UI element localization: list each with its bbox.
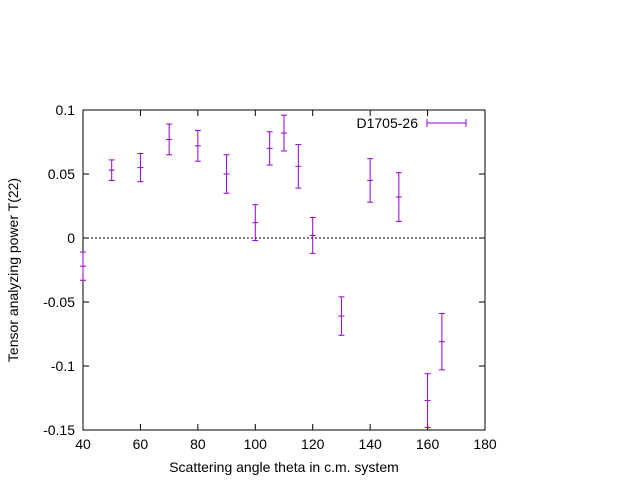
x-tick-label: 60 [133, 436, 149, 452]
data-point [252, 204, 259, 242]
data-point [367, 158, 374, 203]
x-tick-label: 100 [244, 436, 268, 452]
x-tick-label: 180 [473, 436, 497, 452]
y-ticks: -0.15 -0.1 -0.05 0 0.05 0.1 [43, 102, 485, 438]
y-axis-label: Tensor analyzing power T(22) [5, 178, 21, 362]
data-point [281, 114, 287, 152]
x-ticks: 40 60 80 100 120 140 160 180 [75, 110, 497, 452]
data-point [108, 159, 115, 181]
y-tick-label: 0.05 [48, 166, 75, 182]
data-point [166, 123, 173, 156]
y-tick-label: -0.1 [51, 358, 75, 374]
plot-area: 40 60 80 100 120 140 160 180 -0.15 -0.1 -0.05 0 0.0… [43, 102, 497, 452]
plot-frame [82, 109, 486, 431]
x-tick-label: 40 [75, 436, 91, 452]
x-tick-label: 120 [301, 436, 325, 452]
series-d1705-26 [80, 114, 445, 428]
data-point [194, 129, 201, 162]
legend-label: D1705-26 [357, 115, 419, 131]
data-point [295, 144, 302, 189]
legend: D1705-26 [357, 115, 467, 131]
data-point [309, 217, 316, 254]
data-point [137, 153, 144, 183]
x-tick-label: 80 [190, 436, 206, 452]
y-tick-label: 0.1 [56, 102, 76, 118]
data-point [395, 172, 402, 222]
x-tick-label: 160 [416, 436, 440, 452]
y-tick-label: -0.05 [43, 294, 75, 310]
data-point [80, 251, 86, 281]
data-point [266, 131, 273, 166]
data-point [438, 313, 445, 371]
x-axis-label: Scattering angle theta in c.m. system [169, 459, 399, 475]
y-tick-label: -0.15 [43, 422, 75, 438]
x-tick-label: 140 [358, 436, 382, 452]
data-point [338, 296, 345, 336]
data-point [223, 154, 230, 194]
data-point [424, 373, 431, 428]
y-tick-label: 0 [67, 230, 75, 246]
